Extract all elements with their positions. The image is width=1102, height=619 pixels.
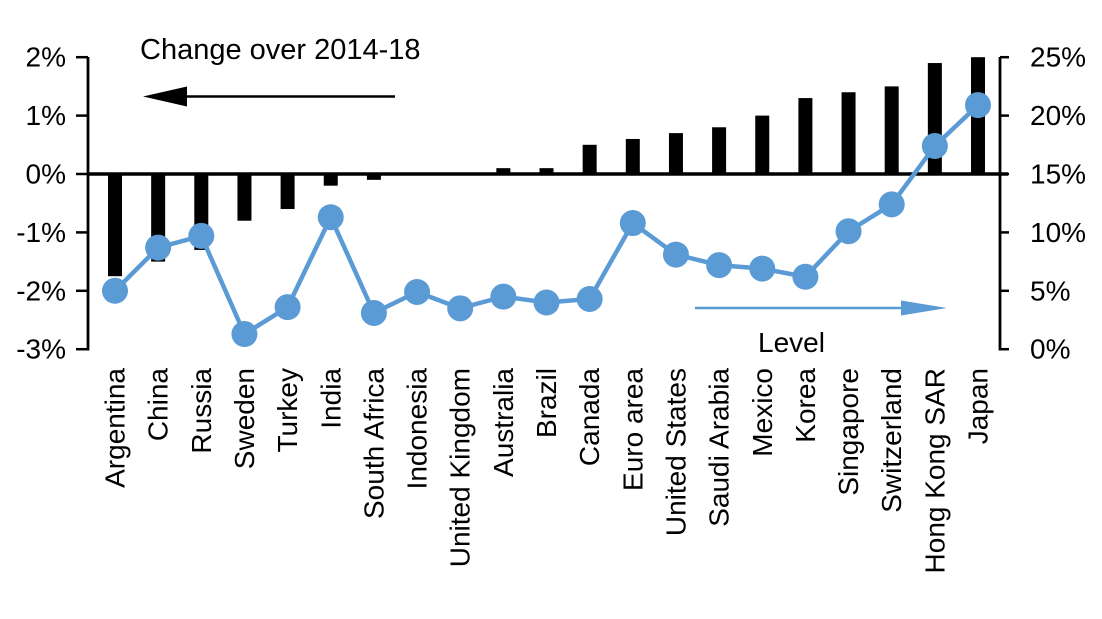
line-marker-brazil [533,289,560,316]
line-marker-canada [576,285,603,312]
left-axis-tick-label: 2% [26,42,66,73]
x-axis-label: Mexico [747,368,778,457]
line-marker-argentina [102,277,128,304]
x-axis-label: Turkey [272,368,303,453]
bar-singapore [841,92,856,174]
x-axis-label: Argentina [100,368,131,488]
bar-brazil [539,168,554,174]
x-axis-label: Australia [488,368,519,477]
right-axis-tick-label: 5% [1030,275,1070,306]
left-axis-tick-label: -3% [16,334,66,365]
line-marker-singapore [835,218,862,245]
left-axis-tick-label: 1% [26,100,66,131]
x-axis-label: Hong Kong SAR [919,368,950,573]
bar-australia [496,168,511,174]
line-marker-russia [188,222,215,249]
x-axis-label: Russia [186,368,217,454]
line-marker-australia [490,283,517,310]
bar-saudi-arabia [712,127,727,174]
bar-mexico [755,115,770,174]
line-marker-hong-kong-sar [921,132,948,159]
x-axis-label: Indonesia [402,368,433,490]
bar-south-africa [366,174,381,180]
x-axis-label: Saudi Arabia [704,368,735,527]
line-marker-turkey [274,294,301,321]
line-marker-sweden [231,321,258,348]
left-axis-tick-label: -2% [16,275,66,306]
bar-canada [582,144,597,174]
bar-argentina [108,174,122,277]
line-marker-india [317,204,344,231]
left-axis-tick-label: -1% [16,217,66,248]
line-marker-euro-area [619,210,646,237]
bar-switzerland [884,86,899,174]
x-axis-label: Switzerland [876,368,907,513]
bar-united-states [668,133,683,174]
line-marker-mexico [749,255,776,282]
change-arrow-left-icon [143,86,187,107]
bar-euro-area [625,138,640,174]
right-axis-tick-label: 10% [1030,217,1086,248]
x-axis-label: United States [660,368,691,536]
x-axis-label: Sweden [229,368,260,469]
line-marker-japan [965,92,991,119]
x-axis-label: Singapore [833,368,864,496]
line-marker-united-states [662,241,689,268]
left-series-annotation: Change over 2014-18 [140,34,421,66]
right-axis-tick-label: 20% [1030,100,1086,131]
line-marker-korea [792,263,819,290]
line-marker-south-africa [360,299,387,326]
bar-india [323,174,338,186]
level-arrow-right-icon [901,300,947,316]
bar-sweden [237,174,252,221]
x-axis-label: Canada [574,368,605,467]
x-axis-label: India [315,368,346,429]
right-axis-tick-label: 25% [1030,42,1086,73]
x-axis-label: Brazil [531,368,562,438]
line-marker-china [145,234,172,261]
left-axis-tick-label: 0% [26,159,66,190]
right-axis-tick-label: 15% [1030,159,1086,190]
line-marker-indonesia [404,278,431,305]
right-axis-tick-label: 0% [1030,334,1070,365]
line-marker-switzerland [878,191,905,218]
bar-korea [798,98,813,174]
x-axis-label: Korea [790,368,821,443]
line-marker-saudi-arabia [706,252,733,279]
x-axis-label: China [143,368,174,442]
x-axis-label: United Kingdom [445,368,476,567]
x-axis-label: South Africa [358,368,389,519]
x-axis-label: Euro area [617,368,648,491]
right-series-annotation: Level [758,327,825,358]
bar-turkey [280,174,295,210]
line-marker-united-kingdom [447,295,474,322]
x-axis-label: Japan [963,368,994,444]
